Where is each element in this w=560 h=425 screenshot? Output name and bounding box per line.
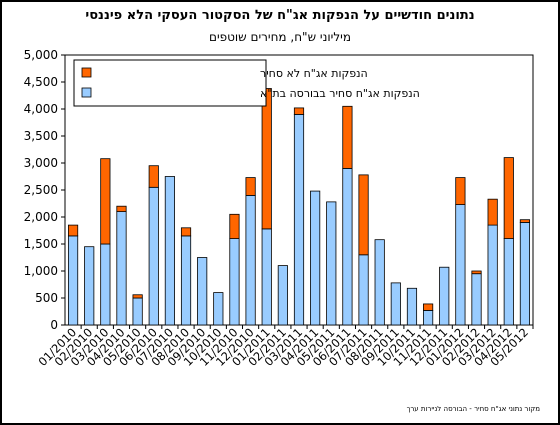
bar-segment-traded (423, 310, 434, 326)
chart-source-note: מקור נתוני אג"ח סחיר - הבורסה לניירות ער… (406, 405, 540, 413)
bar-segment-non-traded (229, 213, 240, 240)
legend-label-non-traded: הנפקות אג"ח לא סחיר (260, 67, 368, 80)
bar-segment-traded (455, 204, 466, 326)
y-tick-label: 3,000 (24, 156, 58, 170)
bar-segment-non-traded (519, 219, 531, 223)
bar-segment-non-traded (293, 107, 305, 115)
bar-segment-traded (245, 194, 256, 326)
legend-swatch-non-traded (81, 67, 92, 78)
y-tick-label: 4,000 (24, 102, 58, 116)
bar-segment-traded (132, 297, 143, 326)
bar-segment-traded (84, 246, 95, 326)
y-tick-label: 500 (35, 291, 58, 305)
y-tick-label: 3,500 (24, 129, 58, 143)
y-tick-label: 1,000 (24, 264, 58, 278)
bar-segment-non-traded (471, 270, 482, 275)
y-tick-label: 4,500 (24, 75, 58, 89)
bar-segment-non-traded (100, 158, 111, 245)
bar-segment-traded (293, 114, 305, 326)
bar-segment-non-traded (132, 294, 143, 299)
y-tick-label: 1,500 (24, 237, 58, 251)
bar-segment-non-traded (487, 198, 498, 226)
bar-segment-traded (342, 167, 353, 326)
y-tick-label: 2,000 (24, 210, 58, 224)
legend-swatch-traded (81, 87, 92, 98)
bar-segment-traded (67, 235, 79, 326)
bar-segment-non-traded (116, 205, 127, 212)
bar-segment-traded (519, 221, 531, 326)
bar-segment-traded (100, 243, 111, 326)
legend-box (73, 59, 267, 107)
bar-segment-traded (326, 201, 337, 326)
bar-segment-traded (487, 224, 498, 326)
chart-subtitle: מיליוני ש"ח, מחירים שוטפים (208, 30, 351, 44)
chart-title: נתונים חודשיים על הנפקות אג"ח של הסקטור … (85, 8, 475, 23)
bar-segment-non-traded (245, 177, 256, 196)
bar-segment-traded (180, 235, 192, 326)
bar-segment-traded (503, 238, 514, 326)
bar-segment-traded (164, 176, 175, 326)
bar-segment-traded (148, 186, 159, 326)
legend-label-traded: הנפקות אג"ח סחיר בבורסה בת"א (260, 87, 420, 100)
bar-segment-non-traded (503, 157, 514, 240)
bar-segment-non-traded (342, 105, 353, 169)
bar-segment-non-traded (180, 227, 192, 237)
bar-segment-traded (310, 190, 321, 326)
bar-segment-traded (374, 239, 385, 326)
y-tick-label: 2,500 (24, 183, 58, 197)
bar-segment-non-traded (148, 165, 159, 188)
bar-segment-non-traded (358, 174, 369, 256)
bar-segment-traded (358, 254, 369, 326)
bar-segment-traded (116, 211, 127, 326)
bar-segment-traded (197, 257, 208, 326)
bar-segment-non-traded (67, 224, 79, 237)
bar-segment-non-traded (423, 303, 434, 311)
bar-segment-traded (406, 287, 418, 326)
bar-segment-traded (471, 273, 482, 326)
bar-segment-non-traded (261, 88, 272, 230)
bar-segment-non-traded (455, 177, 466, 205)
bar-segment-traded (277, 265, 288, 326)
bar-segment-traded (261, 228, 272, 326)
bar-segment-traded (439, 266, 450, 326)
bar-segment-traded (229, 238, 240, 326)
y-tick-label: 5,000 (24, 48, 58, 62)
y-tick-label: 0 (50, 318, 58, 332)
bar-segment-traded (390, 282, 401, 326)
bar-segment-traded (213, 292, 224, 326)
